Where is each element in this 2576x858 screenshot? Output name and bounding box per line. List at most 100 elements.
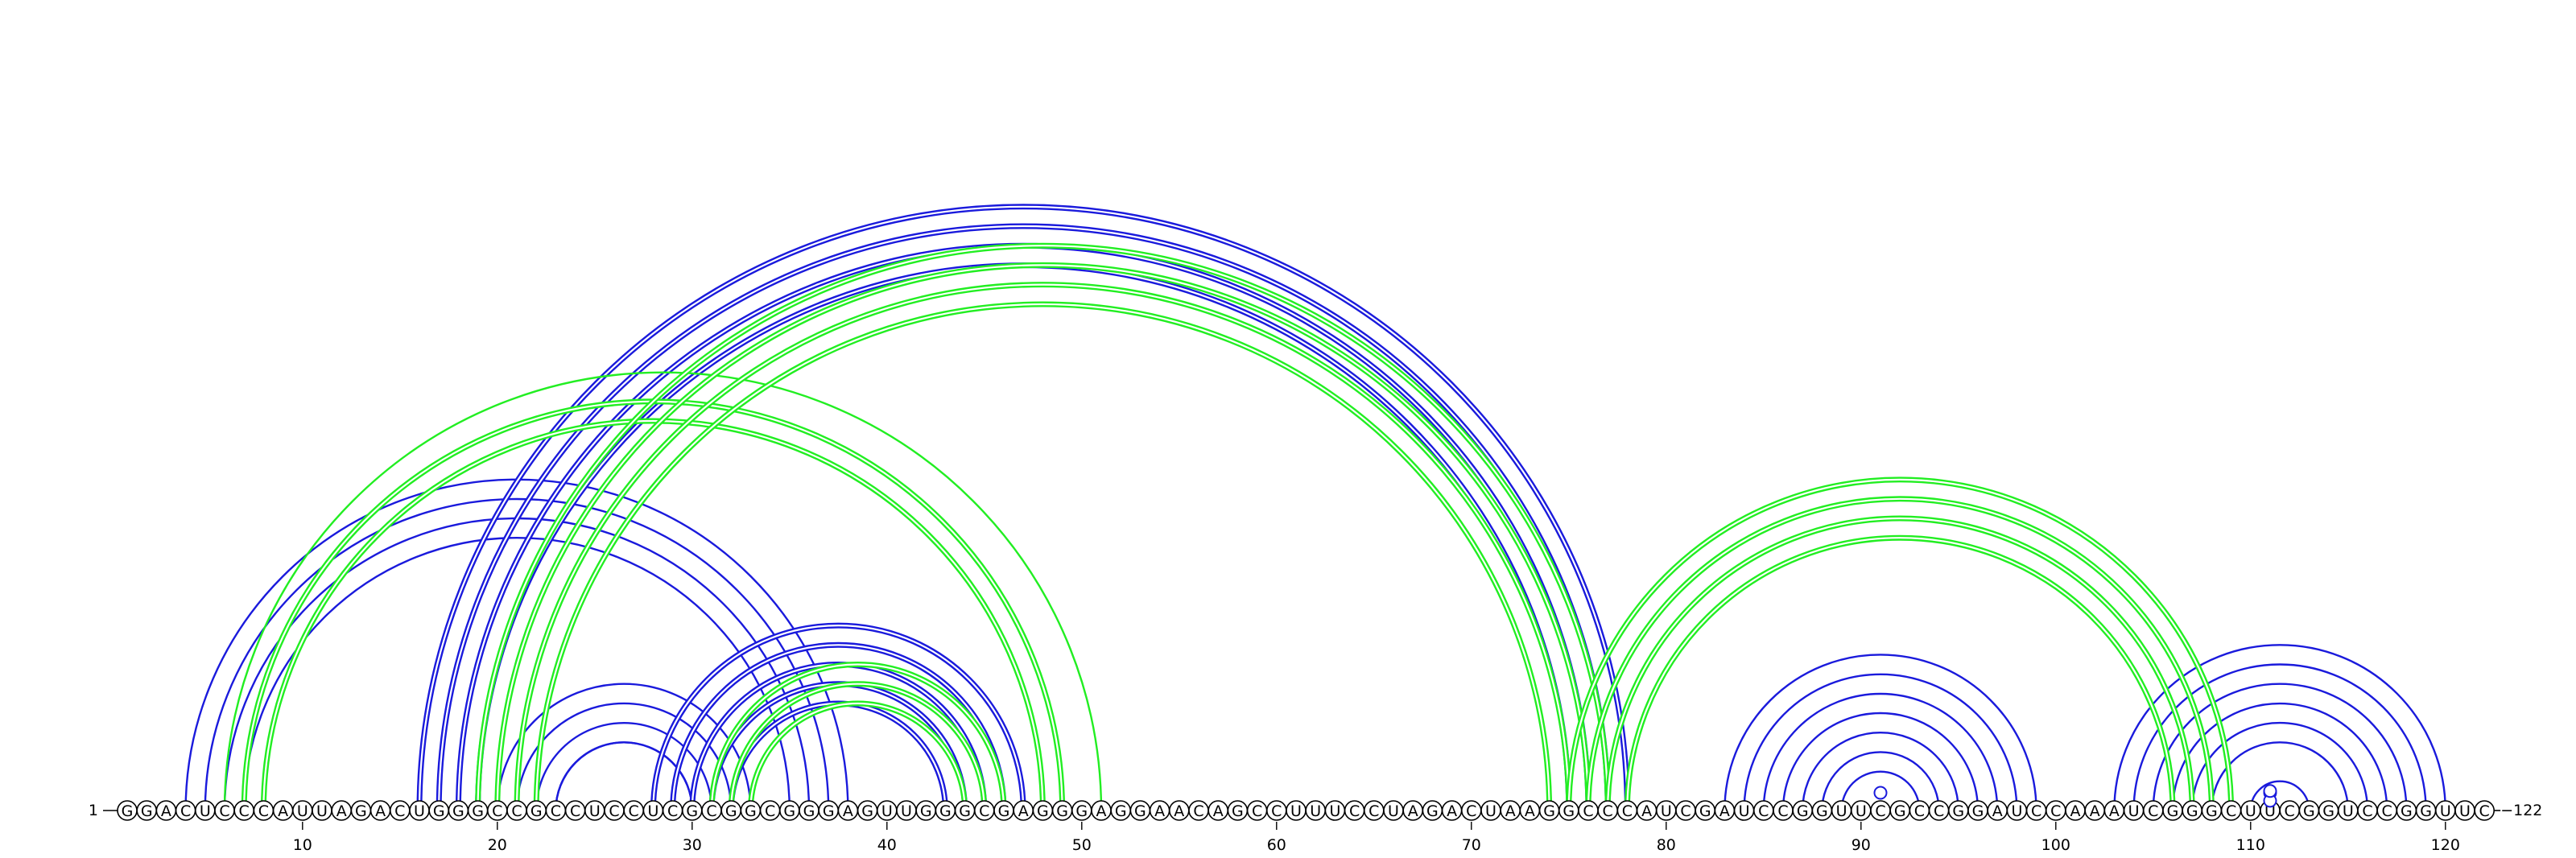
nucleotide-letter: C [570,802,580,820]
nucleotide-letter: G [1115,802,1127,820]
nucleotide-89: U [1831,800,1852,821]
nucleotide-letter: G [725,802,737,820]
pair-arc-gap-19-75 [477,264,1570,811]
nucleotide-letter: A [161,802,171,820]
nucleotide-54: A [1149,800,1170,821]
nucleotide-letter: G [1232,802,1244,820]
pair-arc-104-119 [2132,663,2427,811]
nucleotide-letter: C [2362,802,2372,820]
loop-marker-111-113 [2263,784,2277,798]
nucleotide-69: A [1441,800,1463,821]
tick-label-80: 80 [1657,836,1676,854]
nucleotide-letter: U [200,802,211,820]
nucleotide-letter: G [1426,802,1439,820]
nucleotide-letter: G [1543,802,1555,820]
nucleotide-40: U [877,800,898,821]
nucleotide-letter: C [706,802,716,820]
nucleotide-50: G [1071,800,1092,821]
nucleotide-58: G [1227,800,1249,821]
nucleotide-33: G [740,800,762,821]
nucleotide-110: U [2240,800,2261,821]
nucleotide-letter: U [1856,802,1867,820]
nucleotide-letter: G [1075,802,1088,820]
pair-arc-103-120 [2113,644,2446,811]
nucleotide-letter: A [1408,802,1418,820]
nucleotide-letter: U [881,802,893,820]
nucleotide-107: G [2182,800,2202,821]
nucleotide-5: U [195,800,216,821]
nucleotide-35: G [778,800,800,821]
nucleotide-62: U [1305,800,1326,821]
nucleotide-101: A [2065,800,2086,821]
tick-label-120: 120 [2431,836,2460,854]
nucleotide-letter: A [843,802,853,820]
nucleotide-61: U [1286,800,1307,821]
nucleotide-71: U [1480,800,1501,821]
nucleotide-letter: U [1836,802,1847,820]
nucleotide-letter: C [1777,802,1788,820]
nucleotide-80: U [1656,800,1677,821]
nucleotide-letter: C [2382,802,2392,820]
nucleotide-10: U [291,800,313,821]
nucleotide-letter: G [122,802,134,820]
nucleotide-letter: C [2050,802,2061,820]
nucleotide-letter: A [2070,802,2081,820]
nucleotide-74: G [1538,800,1560,821]
nucleotide-letter: A [1447,802,1457,820]
nucleotide-letter: G [861,802,873,820]
loop-marker-91-91 [1873,786,1888,800]
nucleotide-88: G [1811,800,1833,821]
nucleotide-86: C [1773,800,1794,821]
nucleotide-117: C [2376,800,2397,821]
nucleotide-letter: A [2109,802,2120,820]
nucleotide-24: C [564,800,586,821]
nucleotide-letter: A [1719,802,1730,820]
nucleotide-30: G [681,800,703,821]
nucleotide-letter: G [803,802,815,820]
nucleotide-102: A [2084,800,2105,821]
pair-arc-78-106 [1624,534,2176,811]
nucleotide-letter: G [823,802,835,820]
nucleotide-94: C [1928,800,1950,821]
nucleotide-letter: C [1622,802,1633,820]
nucleotide-53: G [1129,800,1151,821]
nucleotide-letter: C [1466,802,1476,820]
nucleotide-14: A [369,800,391,821]
nucleotide-letter: G [745,802,757,820]
tick-label-100: 100 [2041,836,2070,854]
tick-label-110: 110 [2236,836,2265,854]
nucleotide-11: U [312,800,332,821]
sequence-end-label: −122 [2500,802,2542,819]
nucleotide-letter: U [647,802,658,820]
nucleotide-19: G [467,800,489,821]
pair-arc-89-93 [1840,770,1921,811]
nucleotide-90: U [1851,800,1872,821]
pair-arc-20-76 [494,262,1591,811]
nucleotide-97: A [1987,800,2008,821]
nucleotide-letter: G [686,802,698,820]
nucleotide-113: G [2298,800,2320,821]
pair-arc-gap-16-78 [418,205,1629,811]
pair-arc-gap-18-76 [457,245,1590,811]
nucleotide-letter: C [239,802,250,820]
nucleotide-112: C [2279,800,2300,821]
nucleotide-49: G [1051,800,1073,821]
nucleotide-letter: G [2401,802,2413,820]
nucleotide-letter: A [1505,802,1516,820]
nucleotide-letter: G [1056,802,1068,820]
nucleotide-letter: C [2148,802,2158,820]
nucleotide-12: A [331,800,353,821]
position-ticks: 10 20 30 40 50 60 70 80 90 100 110 120 [293,822,2460,854]
nucleotide-letter: U [414,802,425,820]
nucleotide-letter: G [2420,802,2432,820]
nucleotide-letter: C [219,802,229,820]
nucleotide-letter: G [1972,802,1984,820]
nucleotide-letter: G [472,802,484,820]
nucleotide-circle [2474,800,2495,821]
nucleotide-98: U [2006,800,2028,821]
nucleotide-letter: A [1174,802,1184,820]
pair-arc-76-108 [1585,496,2215,811]
nucleotide-letter: C [258,802,269,820]
nucleotide-letter: A [375,802,386,820]
